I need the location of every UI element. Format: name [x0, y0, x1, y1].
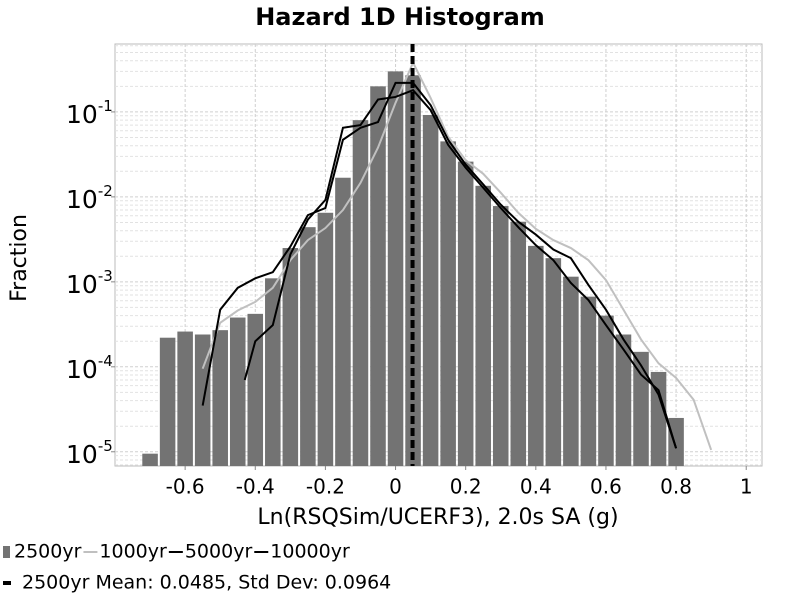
histogram-bar [422, 114, 439, 467]
histogram-bar [300, 227, 316, 466]
y-tick-exponent: -1 [98, 96, 113, 114]
x-tick-label: -0.6 [166, 475, 205, 499]
y-tick-base: 10 [66, 440, 98, 469]
legend-label: 10000yr [270, 541, 350, 563]
legend-label: 1000yr [99, 541, 167, 563]
histogram-bar [580, 296, 597, 466]
x-tick-label: 0.2 [450, 475, 482, 499]
chart-title: Hazard 1D Histogram [255, 3, 545, 31]
x-tick-label: -0.4 [236, 475, 275, 499]
x-tick-label: -0.2 [306, 475, 345, 499]
y-tick-label: 10-1 [66, 96, 113, 128]
x-tick-label: 0.8 [660, 475, 692, 499]
histogram-bar [457, 161, 474, 466]
histogram-bar [545, 258, 562, 466]
histogram-bar [177, 331, 193, 466]
legend-swatch [3, 546, 10, 558]
histogram-bar [615, 334, 632, 466]
series-line [201, 81, 678, 449]
histogram-bar [405, 75, 421, 466]
histogram-bar [370, 86, 386, 467]
y-tick-exponent: -3 [98, 266, 113, 284]
y-tick-label: 10-2 [66, 181, 113, 214]
y-tick-label: 10-5 [66, 436, 113, 469]
x-tick-label: 0 [389, 475, 402, 499]
histogram-bar [650, 371, 667, 466]
histogram-bar [317, 212, 334, 466]
y-axis-label: Fraction [7, 214, 32, 302]
legend-label: 2500yr [14, 541, 82, 563]
y-tick-base: 10 [66, 270, 98, 299]
y-tick-base: 10 [66, 185, 98, 214]
histogram-bar [159, 337, 176, 466]
x-tick-label: 0.6 [590, 475, 622, 499]
histogram-bar [387, 71, 404, 466]
histogram-bar [142, 453, 158, 466]
y-tick-label: 10-3 [66, 266, 113, 299]
legend-label: 2500yr Mean: 0.0485, Std Dev: 0.0964 [22, 572, 391, 594]
y-tick-base: 10 [66, 100, 98, 129]
y-tick-exponent: -4 [98, 351, 113, 369]
histogram-bar [598, 315, 614, 466]
x-tick-label: 1 [740, 475, 753, 499]
y-tick-exponent: -2 [98, 181, 113, 199]
y-tick-base: 10 [66, 355, 98, 384]
histogram-bar [563, 276, 579, 466]
series-line [243, 89, 678, 449]
histogram-bar [440, 141, 456, 466]
histogram-bar [475, 185, 491, 466]
legend-label: 5000yr [185, 541, 253, 563]
histogram-bar [229, 317, 246, 466]
histogram-bar [265, 278, 281, 466]
x-tick-label: 0.4 [520, 475, 552, 499]
histogram-bar [528, 245, 544, 466]
histogram-bar [633, 351, 649, 466]
histogram-bar [492, 206, 509, 467]
histogram-bar [335, 177, 351, 466]
y-tick-exponent: -5 [98, 436, 113, 454]
histogram-bar [282, 248, 299, 466]
x-axis-label: Ln(RSQSim/UCERF3), 2.0s SA (g) [257, 505, 618, 530]
y-tick-label: 10-4 [66, 351, 113, 384]
histogram-bar [212, 330, 228, 466]
histogram-bar [510, 221, 527, 466]
histogram-bar [352, 120, 369, 467]
histogram-bar [668, 417, 684, 466]
